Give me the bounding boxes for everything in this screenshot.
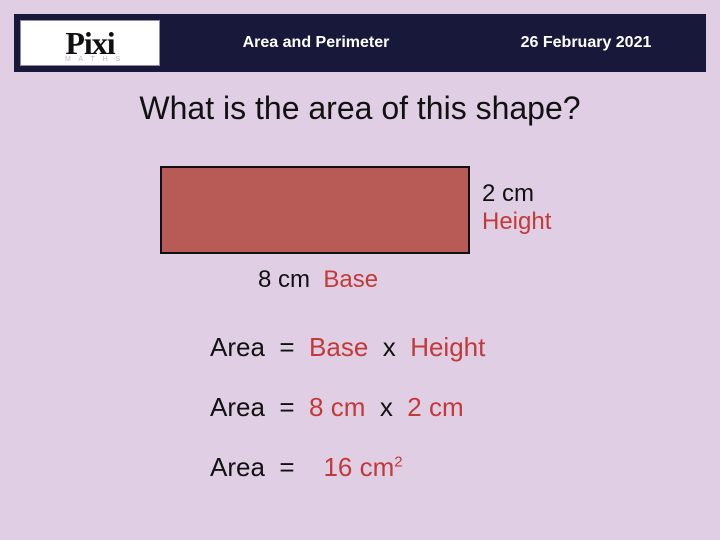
slide-date: 26 February 2021 [466, 14, 706, 72]
rectangle-shape [160, 166, 470, 254]
eq-times: x [383, 332, 396, 362]
height-value: 2 cm [482, 180, 534, 207]
eq2-times: x [380, 392, 393, 422]
eq-height: Height [410, 332, 485, 362]
eq2-sign: = [279, 392, 294, 422]
eq-sign: = [279, 332, 294, 362]
equation-formula: Area = Base x Height [210, 332, 485, 363]
eq3-lhs: Area [210, 452, 265, 482]
eq-base: Base [309, 332, 368, 362]
slide-title: Area and Perimeter [166, 14, 466, 72]
question-text: What is the area of this shape? [0, 90, 720, 127]
eq2-lhs: Area [210, 392, 265, 422]
equation-substitution: Area = 8 cm x 2 cm [210, 392, 464, 423]
height-label: 2 cm Height [482, 180, 551, 235]
eq3-result: 16 cm [323, 452, 394, 482]
eq2-v1: 8 cm [309, 392, 365, 422]
eq-lhs: Area [210, 332, 265, 362]
eq3-sign: = [279, 452, 294, 482]
base-label: 8 cm Base [258, 266, 378, 294]
eq2-v2: 2 cm [407, 392, 463, 422]
logo-subtext: M A T H S [65, 56, 123, 63]
equation-result: Area = 16 cm2 [210, 452, 403, 483]
eq3-exponent: 2 [394, 453, 402, 470]
header-bar: Pixi M A T H S Area and Perimeter 26 Feb… [14, 14, 706, 72]
base-value: 8 cm [258, 266, 310, 293]
logo: Pixi M A T H S [20, 20, 160, 66]
base-word: Base [323, 266, 378, 293]
height-word: Height [482, 208, 551, 235]
